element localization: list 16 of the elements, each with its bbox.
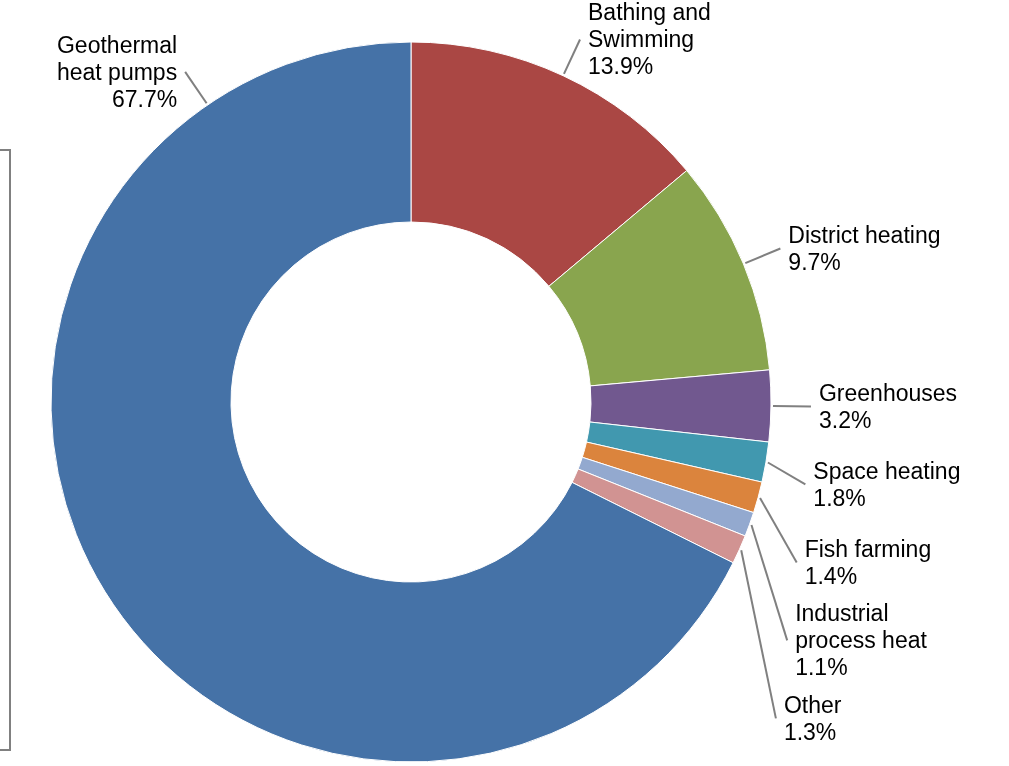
data-label: 13.9% bbox=[588, 53, 654, 80]
slice-label: Other bbox=[783, 691, 842, 718]
slice-label: District heating bbox=[788, 221, 941, 248]
slice-label: Space heating bbox=[813, 457, 961, 484]
slice-label: Industrial process heat bbox=[795, 600, 928, 654]
data-label: 1.4% bbox=[804, 562, 858, 589]
slice-label: Fish farming bbox=[804, 535, 932, 562]
data-label: 1.8% bbox=[813, 484, 866, 511]
slice-label: Geothermal heat pumps bbox=[56, 31, 178, 85]
data-label: 9.7% bbox=[788, 248, 841, 275]
slice-label: Greenhouses bbox=[818, 379, 958, 406]
slice-label: Bathing and Swimming bbox=[588, 0, 711, 53]
data-label: 67.7% bbox=[111, 85, 178, 112]
data-label: 1.3% bbox=[783, 718, 837, 745]
data-label: 1.1% bbox=[795, 654, 848, 681]
data-label: 3.2% bbox=[818, 406, 872, 433]
